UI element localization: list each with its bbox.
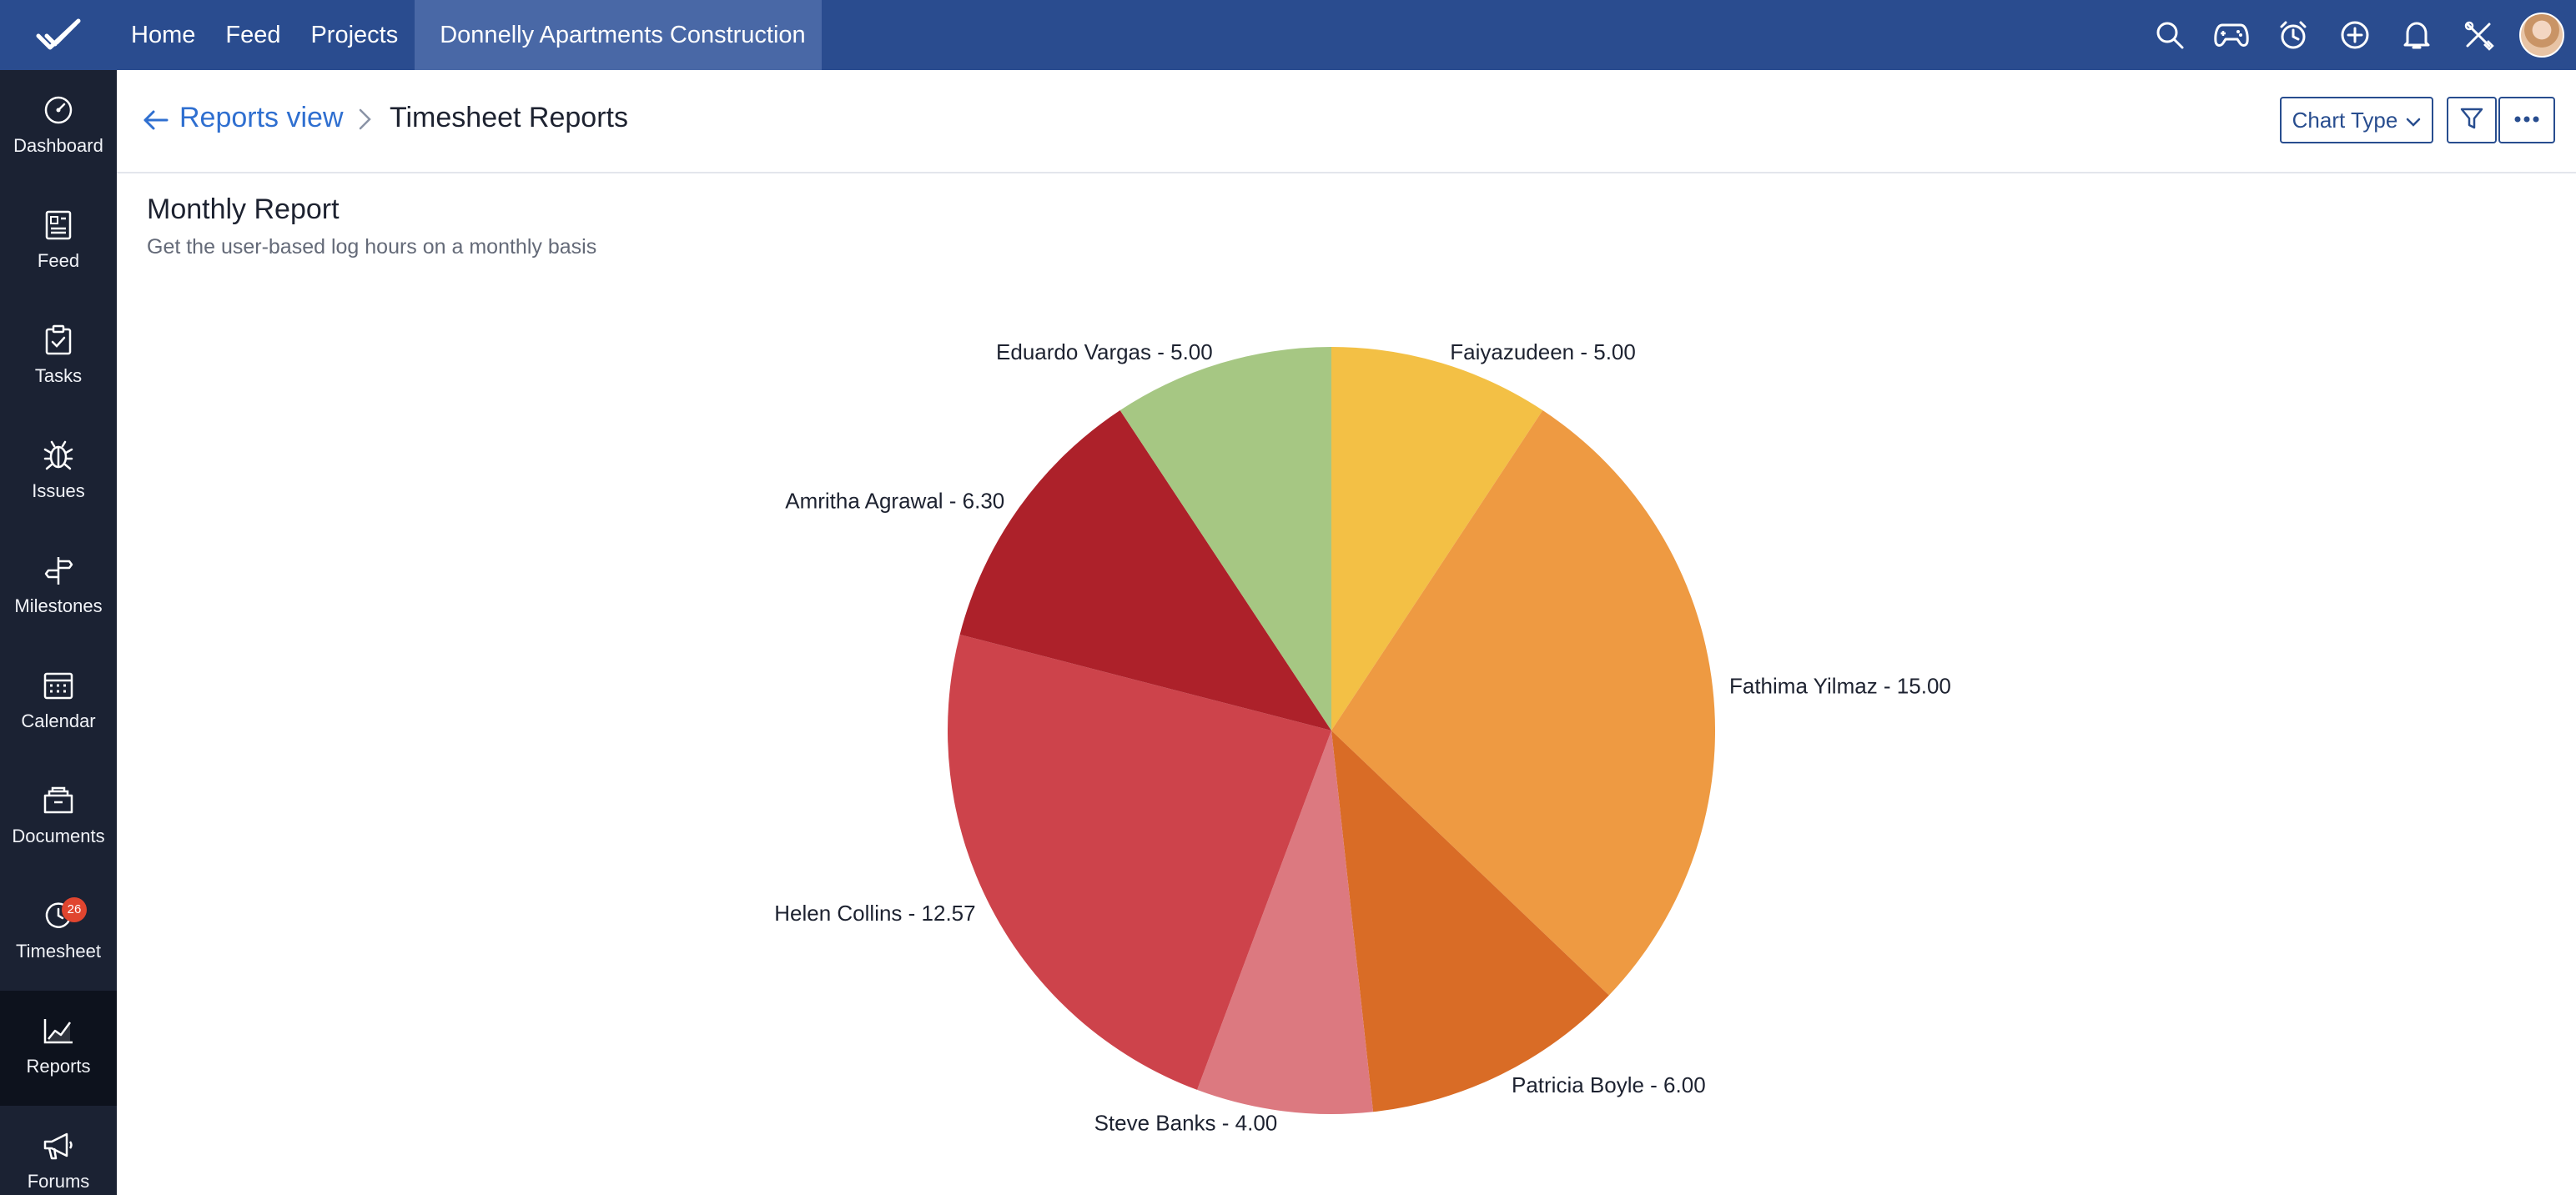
chevron-down-icon (2406, 108, 2421, 133)
pie-slice-label: Fathima Yilmaz - 15.00 (1729, 674, 1951, 699)
chevron-right-icon (354, 107, 375, 132)
calendar-icon (43, 669, 74, 702)
sidebar-item-label: Feed (37, 250, 80, 271)
megaphone-icon (42, 1129, 75, 1162)
pie-slice[interactable] (1331, 410, 1715, 996)
filter-button[interactable] (2447, 97, 2497, 143)
report-subtitle: Get the user-based log hours on a monthl… (147, 235, 597, 259)
sidebar-item-label: Forums (27, 1171, 90, 1192)
pie-slice-label: Patricia Boyle - 6.00 (1512, 1072, 1706, 1097)
sidebar-item-timesheet[interactable]: Timesheet (0, 876, 117, 991)
bug-icon (43, 439, 74, 472)
sidebar-item-label: Documents (12, 826, 105, 846)
timesheet-count-badge: 26 (62, 897, 87, 922)
bell-icon[interactable] (2386, 0, 2448, 70)
timesheet-icon (43, 899, 74, 932)
search-icon[interactable] (2139, 0, 2201, 70)
dashboard-icon (43, 93, 74, 127)
timer-icon[interactable] (2262, 0, 2324, 70)
more-options-button[interactable] (2498, 97, 2555, 143)
sidebar-item-tasks[interactable]: Tasks (0, 300, 117, 415)
pie-slice-label: Amritha Agrawal - 6.30 (785, 489, 1004, 514)
tools-icon[interactable] (2448, 0, 2509, 70)
current-project-tab[interactable]: Donnelly Apartments Construction (415, 0, 822, 70)
page-title: Timesheet Reports (390, 102, 628, 133)
sidebar-item-reports[interactable]: Reports (0, 991, 117, 1106)
top-nav: Home Feed Projects Donnelly Apartments C… (117, 0, 822, 70)
sidebar-item-label: Issues (32, 480, 85, 501)
pie-slice[interactable] (1119, 347, 1331, 731)
sidebar-item-label: Dashboard (13, 135, 103, 156)
milestone-icon (43, 554, 73, 587)
sidebar: Dashboard Feed Tasks Issues Milestones C… (0, 70, 117, 1195)
pie-slice[interactable] (948, 634, 1331, 1090)
add-icon[interactable] (2324, 0, 2386, 70)
feed-icon (43, 208, 73, 242)
gamepad-icon[interactable] (2201, 0, 2262, 70)
chart-type-label: Chart Type (2292, 107, 2398, 133)
pie-slice-label: Eduardo Vargas - 5.00 (996, 339, 1213, 364)
top-actions (2139, 0, 2576, 70)
back-arrow-icon[interactable] (140, 105, 170, 135)
sidebar-item-label: Reports (26, 1056, 91, 1077)
tasks-icon (43, 324, 73, 357)
sidebar-item-issues[interactable]: Issues (0, 415, 117, 530)
sidebar-item-calendar[interactable]: Calendar (0, 645, 117, 761)
sidebar-item-documents[interactable]: Documents (0, 761, 117, 876)
reports-icon (42, 1014, 75, 1047)
pie-slice[interactable] (1197, 731, 1374, 1114)
pie-slice[interactable] (1331, 731, 1609, 1112)
nav-feed[interactable]: Feed (225, 22, 281, 48)
pie-slice-label: Helen Collins - 12.57 (774, 901, 975, 926)
sidebar-item-label: Tasks (34, 365, 83, 386)
chart-type-dropdown[interactable]: Chart Type (2280, 97, 2433, 143)
pie-chart: Faiyazudeen - 5.00 Fathima Yilmaz - 15.00… (774, 339, 1951, 1135)
pie-slice-label: Steve Banks - 4.00 (1094, 1110, 1278, 1135)
pie-slice[interactable] (959, 410, 1331, 731)
sidebar-item-dashboard[interactable]: Dashboard (0, 70, 117, 185)
breadcrumb-reports-view[interactable]: Reports view (179, 102, 344, 133)
sidebar-item-milestones[interactable]: Milestones (0, 530, 117, 645)
sidebar-item-feed[interactable]: Feed (0, 185, 117, 300)
top-bar: Home Feed Projects Donnelly Apartments C… (0, 0, 2576, 70)
app-logo-icon[interactable] (0, 0, 117, 70)
sidebar-item-label: Timesheet (16, 941, 101, 962)
pie-slice[interactable] (1331, 347, 1543, 731)
pie-slice-label: Faiyazudeen - 5.00 (1450, 339, 1636, 364)
page-header: Reports view Timesheet Reports Chart Typ… (117, 70, 2576, 173)
sidebar-item-label: Milestones (14, 595, 103, 616)
sidebar-item-forums[interactable]: Forums (0, 1106, 117, 1195)
sidebar-item-label: Calendar (21, 710, 96, 731)
nav-projects[interactable]: Projects (310, 22, 399, 48)
user-avatar[interactable] (2519, 13, 2564, 58)
filter-icon (2459, 106, 2484, 135)
report-title: Monthly Report (147, 193, 340, 225)
more-dots-icon (2513, 113, 2540, 128)
documents-icon (43, 784, 74, 817)
nav-home[interactable]: Home (131, 22, 196, 48)
